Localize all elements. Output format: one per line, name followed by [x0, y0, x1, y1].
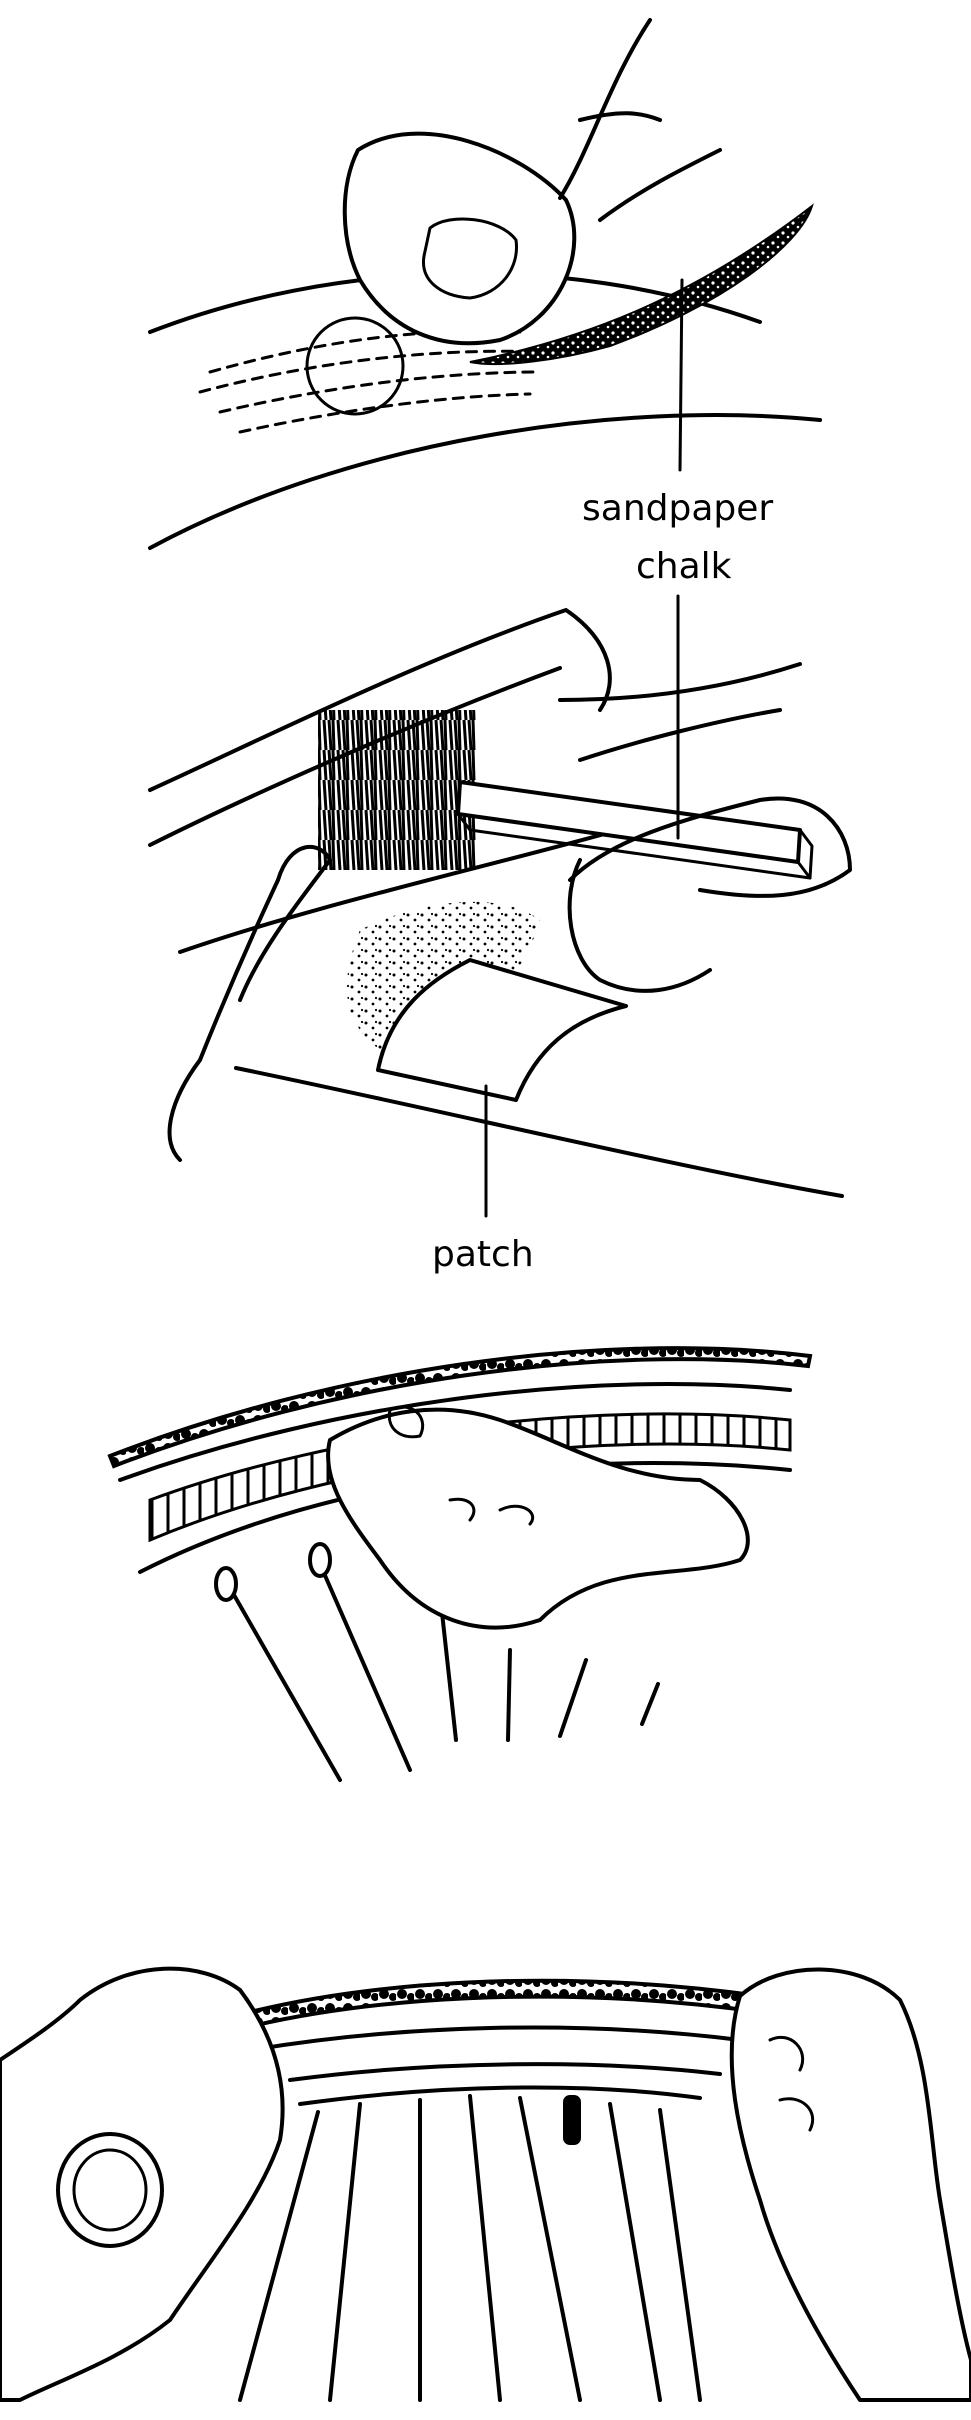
right-hand — [567, 796, 852, 993]
panel-4-tyre-seating — [0, 1966, 971, 2402]
rim-band-bottom — [298, 2085, 702, 2106]
left-hand — [167, 844, 332, 1162]
tube-box-top — [148, 608, 612, 792]
watch-face — [72, 2148, 148, 2232]
panel-2-patching — [148, 608, 852, 1198]
scraped-area — [318, 710, 476, 870]
patch-callout: patch — [432, 1084, 534, 1275]
sanding-thumbnail — [422, 217, 518, 300]
sandpaper-sheet — [469, 203, 814, 365]
spokes — [214, 1542, 660, 1782]
sanding-hand — [558, 18, 722, 222]
sanding-marks — [198, 316, 542, 434]
upper-hand — [558, 662, 802, 762]
sandpaper-label: sandpaper — [582, 488, 773, 529]
chalk-tube-edge — [234, 1066, 844, 1198]
panel-1-sanding — [148, 18, 822, 550]
tread-edge — [107, 1346, 813, 1469]
fitting-hand — [326, 1407, 750, 1630]
rim-band-mid — [288, 2062, 722, 2082]
sandpaper-callout: sandpaper — [582, 278, 773, 529]
rubber-patch — [376, 958, 628, 1102]
sanding-thumb — [342, 131, 577, 346]
panel-3-bead-fitting — [107, 1346, 813, 1782]
sandpaper-leader-line — [678, 278, 684, 472]
rim-outer — [118, 1382, 792, 1482]
right-hand-grip — [729, 1967, 971, 2402]
right-fingers — [768, 2035, 815, 2132]
chalk-callout: chalk — [636, 546, 732, 840]
wheel-spokes — [238, 2094, 702, 2402]
patch-label: patch — [432, 1234, 534, 1275]
tube-lower-edge — [148, 413, 822, 550]
rim-band-top — [238, 2025, 742, 2054]
finger-nails — [387, 1405, 534, 1526]
chalk-stick — [456, 780, 814, 880]
chalk-label: chalk — [636, 546, 732, 587]
